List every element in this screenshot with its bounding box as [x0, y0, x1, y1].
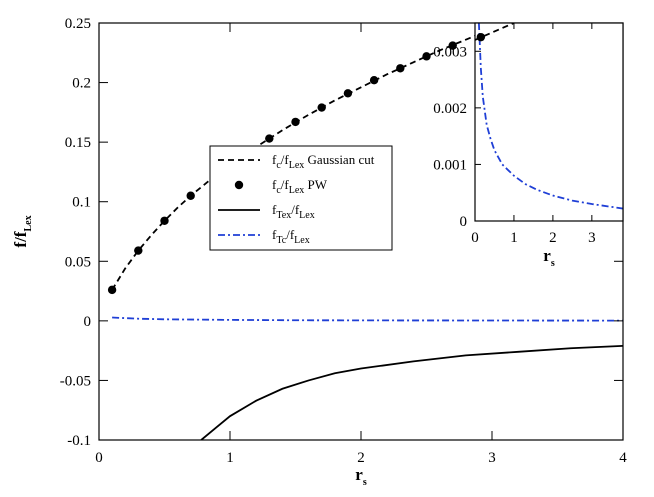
- main-ytick-label-7: 0.25: [65, 16, 91, 32]
- main-xtick-label-4: 4: [619, 450, 627, 466]
- main-ylabel-main: f/f: [11, 231, 30, 247]
- main-ytick-label-5: 0.15: [65, 135, 91, 151]
- main-series-1-point-2: [160, 216, 169, 225]
- main-xlabel: rs: [355, 465, 367, 488]
- inset-ytick-label-1: 0.001: [433, 157, 467, 173]
- inset-series-2-point-0: [476, 32, 486, 42]
- legend-entry-1-part-2: Lex: [289, 185, 305, 196]
- legend-entry-1-part-3: PW: [304, 177, 327, 192]
- legend-entry-0-part-3: Gaussian cut: [304, 152, 374, 167]
- legend-entry-0-part-0: c: [276, 160, 281, 171]
- legend-entry-2-part-2: Lex: [299, 210, 315, 221]
- main-plot: 0 1 2 3 4-0.1-0.0500.050.10.150.20.25rsf/fLe…: [11, 16, 627, 488]
- legend-box: [209, 145, 393, 251]
- legend-entry-0: fc/fLex Gaussian cut: [272, 152, 375, 171]
- legend-entry-3-part-2: Lex: [294, 235, 310, 246]
- main-ylabel-sub: Lex: [23, 215, 34, 231]
- inset-series-1-line: [475, 23, 515, 41]
- main-series-1-point-9: [343, 89, 353, 98]
- main-xlabel-main: r: [355, 465, 363, 484]
- main-series-1-point-13: [448, 41, 457, 50]
- legend-entry-0-part-2: Lex: [289, 160, 305, 171]
- inset-series: [475, 23, 623, 210]
- main-xtick-label-0: 0: [95, 450, 103, 466]
- main-series-1-point-7: [291, 117, 300, 127]
- main-ylabel: f/fLex: [11, 215, 34, 247]
- main-ytick-label-0: -0.1: [67, 433, 91, 449]
- inset-xtick-label-0: 0: [471, 230, 479, 246]
- legend-entry-1-f: f: [272, 177, 277, 192]
- legend-entry-1-part-1: /f: [281, 177, 290, 192]
- main-series-2-line: [200, 344, 623, 440]
- legend-entry-3-part-0: Tc: [276, 235, 286, 246]
- legend-entry-0-part-1: /f: [281, 152, 290, 167]
- legend-entry-1: fc/fLex PW: [272, 177, 328, 196]
- inset-background: [475, 23, 623, 221]
- inset-frame: [474, 22, 624, 222]
- main-series-1-point-10: [369, 75, 379, 85]
- legend-entry-1-part-0: c: [276, 185, 281, 196]
- main-xtick-label-2: 2: [357, 450, 365, 466]
- inset-xlabel: rs: [543, 246, 555, 269]
- main-series-1-point-11: [396, 64, 405, 73]
- legend-marker-1: [234, 180, 244, 190]
- main-series-1-point-1: [134, 246, 143, 255]
- main-ytick-label-3: 0.05: [65, 254, 91, 270]
- inset-plot: 0 1 2 3 0 0.001 0.002 0.003 rs: [433, 22, 624, 269]
- legend-entry-3-part-1: /f: [286, 227, 295, 242]
- main-ytick-label-1: -0.05: [60, 373, 91, 389]
- legend-entry-0-f: f: [272, 152, 277, 167]
- main-ytick-label-4: 0.1: [72, 195, 91, 211]
- main-series: [107, 23, 623, 440]
- main-ytick-label-2: 0: [84, 314, 92, 330]
- main-series-3-line: [112, 316, 623, 322]
- inset-xlabel-main: r: [543, 246, 551, 265]
- inset-ytick-label-2: 0.002: [433, 101, 467, 117]
- main-series-1-point-12: [422, 52, 431, 61]
- legend-entry-3: fTc/fLex: [272, 227, 310, 246]
- inset-ytick-label-3: 0.003: [433, 44, 467, 60]
- legend-entry-2-part-1: /f: [291, 202, 300, 217]
- main-ytick-label-6: 0.2: [72, 76, 91, 92]
- legend-entry-2-f: f: [272, 202, 277, 217]
- legend-entry-2: fTex/fLex: [272, 202, 315, 221]
- main-series-1-point-3: [186, 191, 195, 200]
- inset-xtick-label-2: 2: [549, 230, 557, 246]
- main-xtick-label-3: 3: [488, 450, 496, 466]
- main-series-1-point-0: [107, 285, 117, 295]
- main-xlabel-sub: s: [363, 477, 367, 488]
- main-xtick-label-1: 1: [226, 450, 234, 466]
- legend-entry-2-part-0: Tex: [276, 210, 291, 221]
- inset-series-0-line: [477, 23, 623, 210]
- inset-ytick-label-0: 0: [460, 214, 468, 230]
- main-series-1-point-6: [265, 134, 274, 143]
- legend-entry-3-f: f: [272, 227, 277, 242]
- inset-xtick-label-1: 1: [510, 230, 518, 246]
- main-series-1-point-8: [317, 103, 326, 112]
- inset-xlabel-sub: s: [551, 258, 555, 269]
- inset-xtick-label-3: 3: [588, 230, 596, 246]
